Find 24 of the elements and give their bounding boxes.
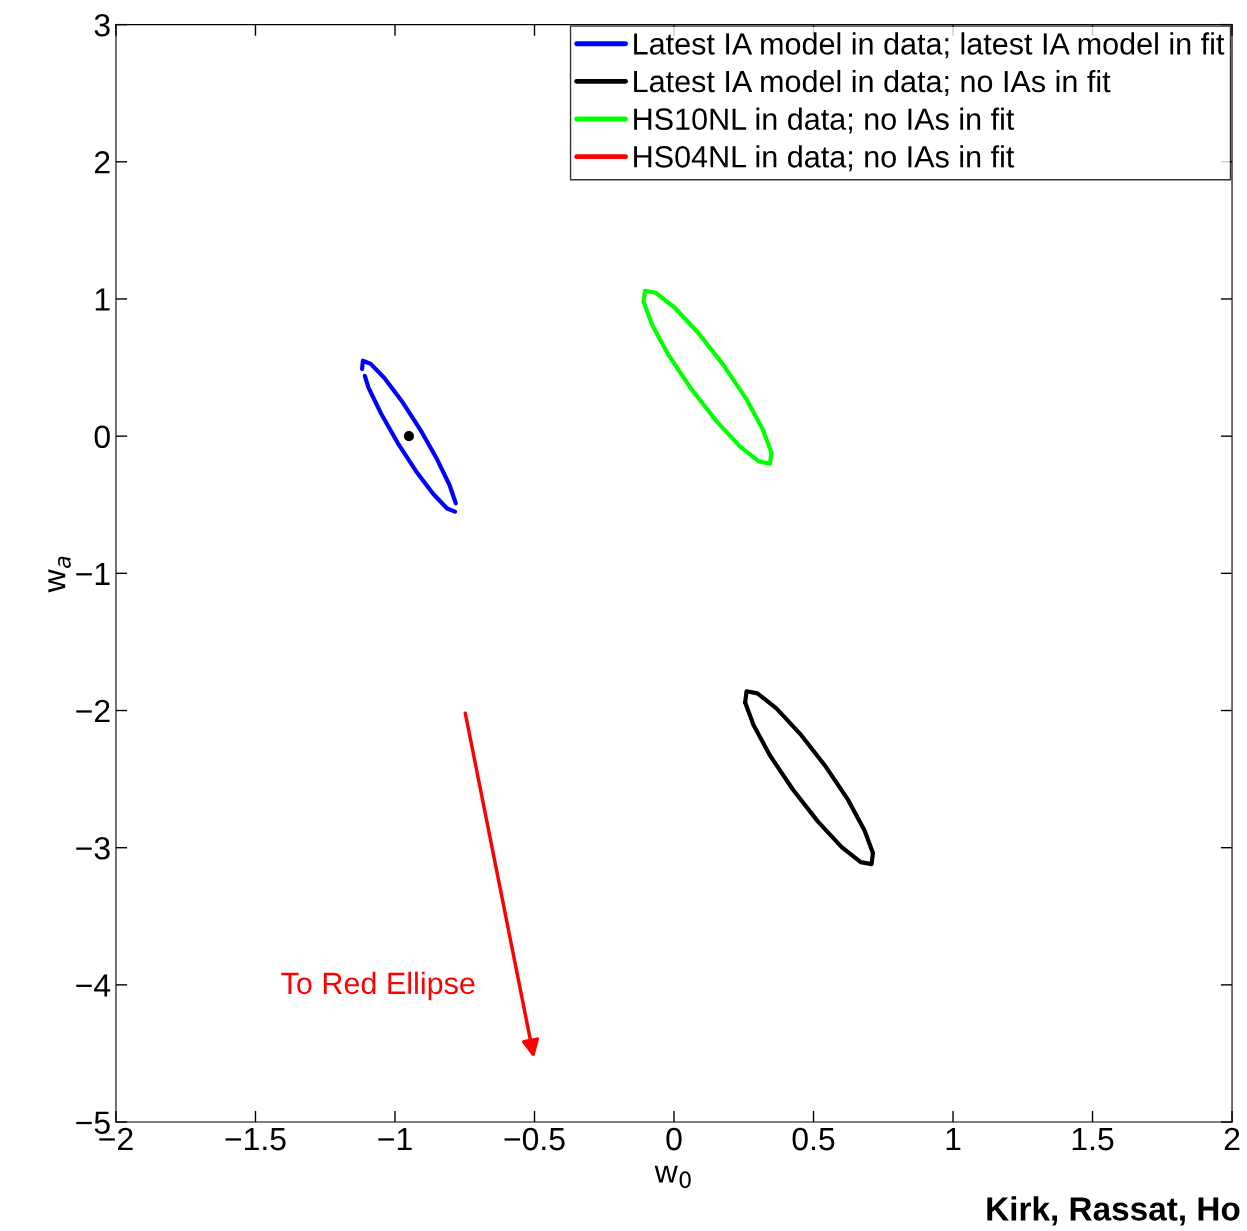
x-tick-label: 1.5 bbox=[1072, 1128, 1114, 1151]
y-tick-label: 2 bbox=[94, 151, 110, 174]
x-tick-label: 0.5 bbox=[792, 1127, 835, 1151]
x-tick-label: −0.5 bbox=[504, 1127, 565, 1151]
y-axis-title: w$_{a}$ bbox=[48, 556, 71, 593]
x-tick-label: 1 bbox=[946, 1128, 961, 1151]
y-tick-label: −3 bbox=[76, 836, 110, 860]
text: Kirk, Rassat, Ho bbox=[987, 1196, 1240, 1226]
y-tick-label: −4 bbox=[76, 974, 111, 997]
legend-label: Latest IA model in data; latest IA model in fit bbox=[634, 32, 1225, 59]
x-axis-title: w$_{0}$ bbox=[654, 1165, 691, 1189]
y-tick-label: −2 bbox=[76, 699, 110, 723]
y-tick-label: 0 bbox=[94, 425, 110, 449]
y-tick-label: 1 bbox=[95, 288, 110, 311]
x-tick-label: 2 bbox=[1224, 1127, 1240, 1151]
annotation: To Red Ellipse bbox=[281, 971, 475, 1001]
legend-label: HS04NL in data; no IAs in fit bbox=[634, 145, 1015, 172]
x-tick-label: −1.5 bbox=[225, 1128, 286, 1151]
legend-label: HS10NL in data; no IAs in fit bbox=[634, 107, 1015, 134]
y-tick-label: 3 bbox=[94, 13, 110, 37]
y-tick-label: −1 bbox=[76, 562, 110, 585]
x-tick-label: 0 bbox=[666, 1127, 682, 1151]
legend-label: Latest IA model in data; no IAs in fit bbox=[634, 69, 1111, 96]
x-tick-label: −1 bbox=[378, 1128, 412, 1151]
